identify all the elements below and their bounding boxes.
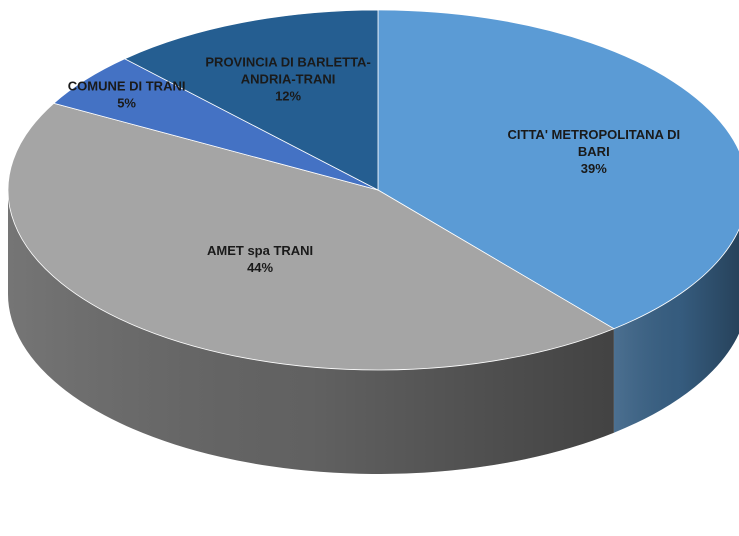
pie-category-label-3: PROVINCIA DI BARLETTA- xyxy=(205,55,370,70)
pie-side-shade-1 xyxy=(7,190,614,474)
pie-slice-0 xyxy=(377,9,739,330)
pie-value-label-0: 39% xyxy=(581,161,607,176)
pie-side-walls xyxy=(7,190,739,474)
pie-top-faces xyxy=(7,9,739,371)
pie-category-label-2: COMUNE DI TRANI xyxy=(68,79,186,94)
pie-slice-1 xyxy=(7,102,615,371)
pie-labels: CITTA' METROPOLITANA DI BARI 39% AMET spa T… xyxy=(68,55,680,275)
pie-value-label-2: 5% xyxy=(117,96,136,111)
pie-slice-3 xyxy=(123,9,379,191)
pie-category-label-0: BARI xyxy=(578,144,610,159)
pie-side-shade-0 xyxy=(613,229,739,433)
pie-category-label-0: CITTA' METROPOLITANA DI xyxy=(508,127,681,142)
pie-category-label-3: ANDRIA-TRANI xyxy=(241,72,336,87)
pie-value-label-3: 12% xyxy=(275,89,301,104)
pie-value-label-1: 44% xyxy=(247,260,273,275)
pie-category-label-1: AMET spa TRANI xyxy=(207,243,313,258)
